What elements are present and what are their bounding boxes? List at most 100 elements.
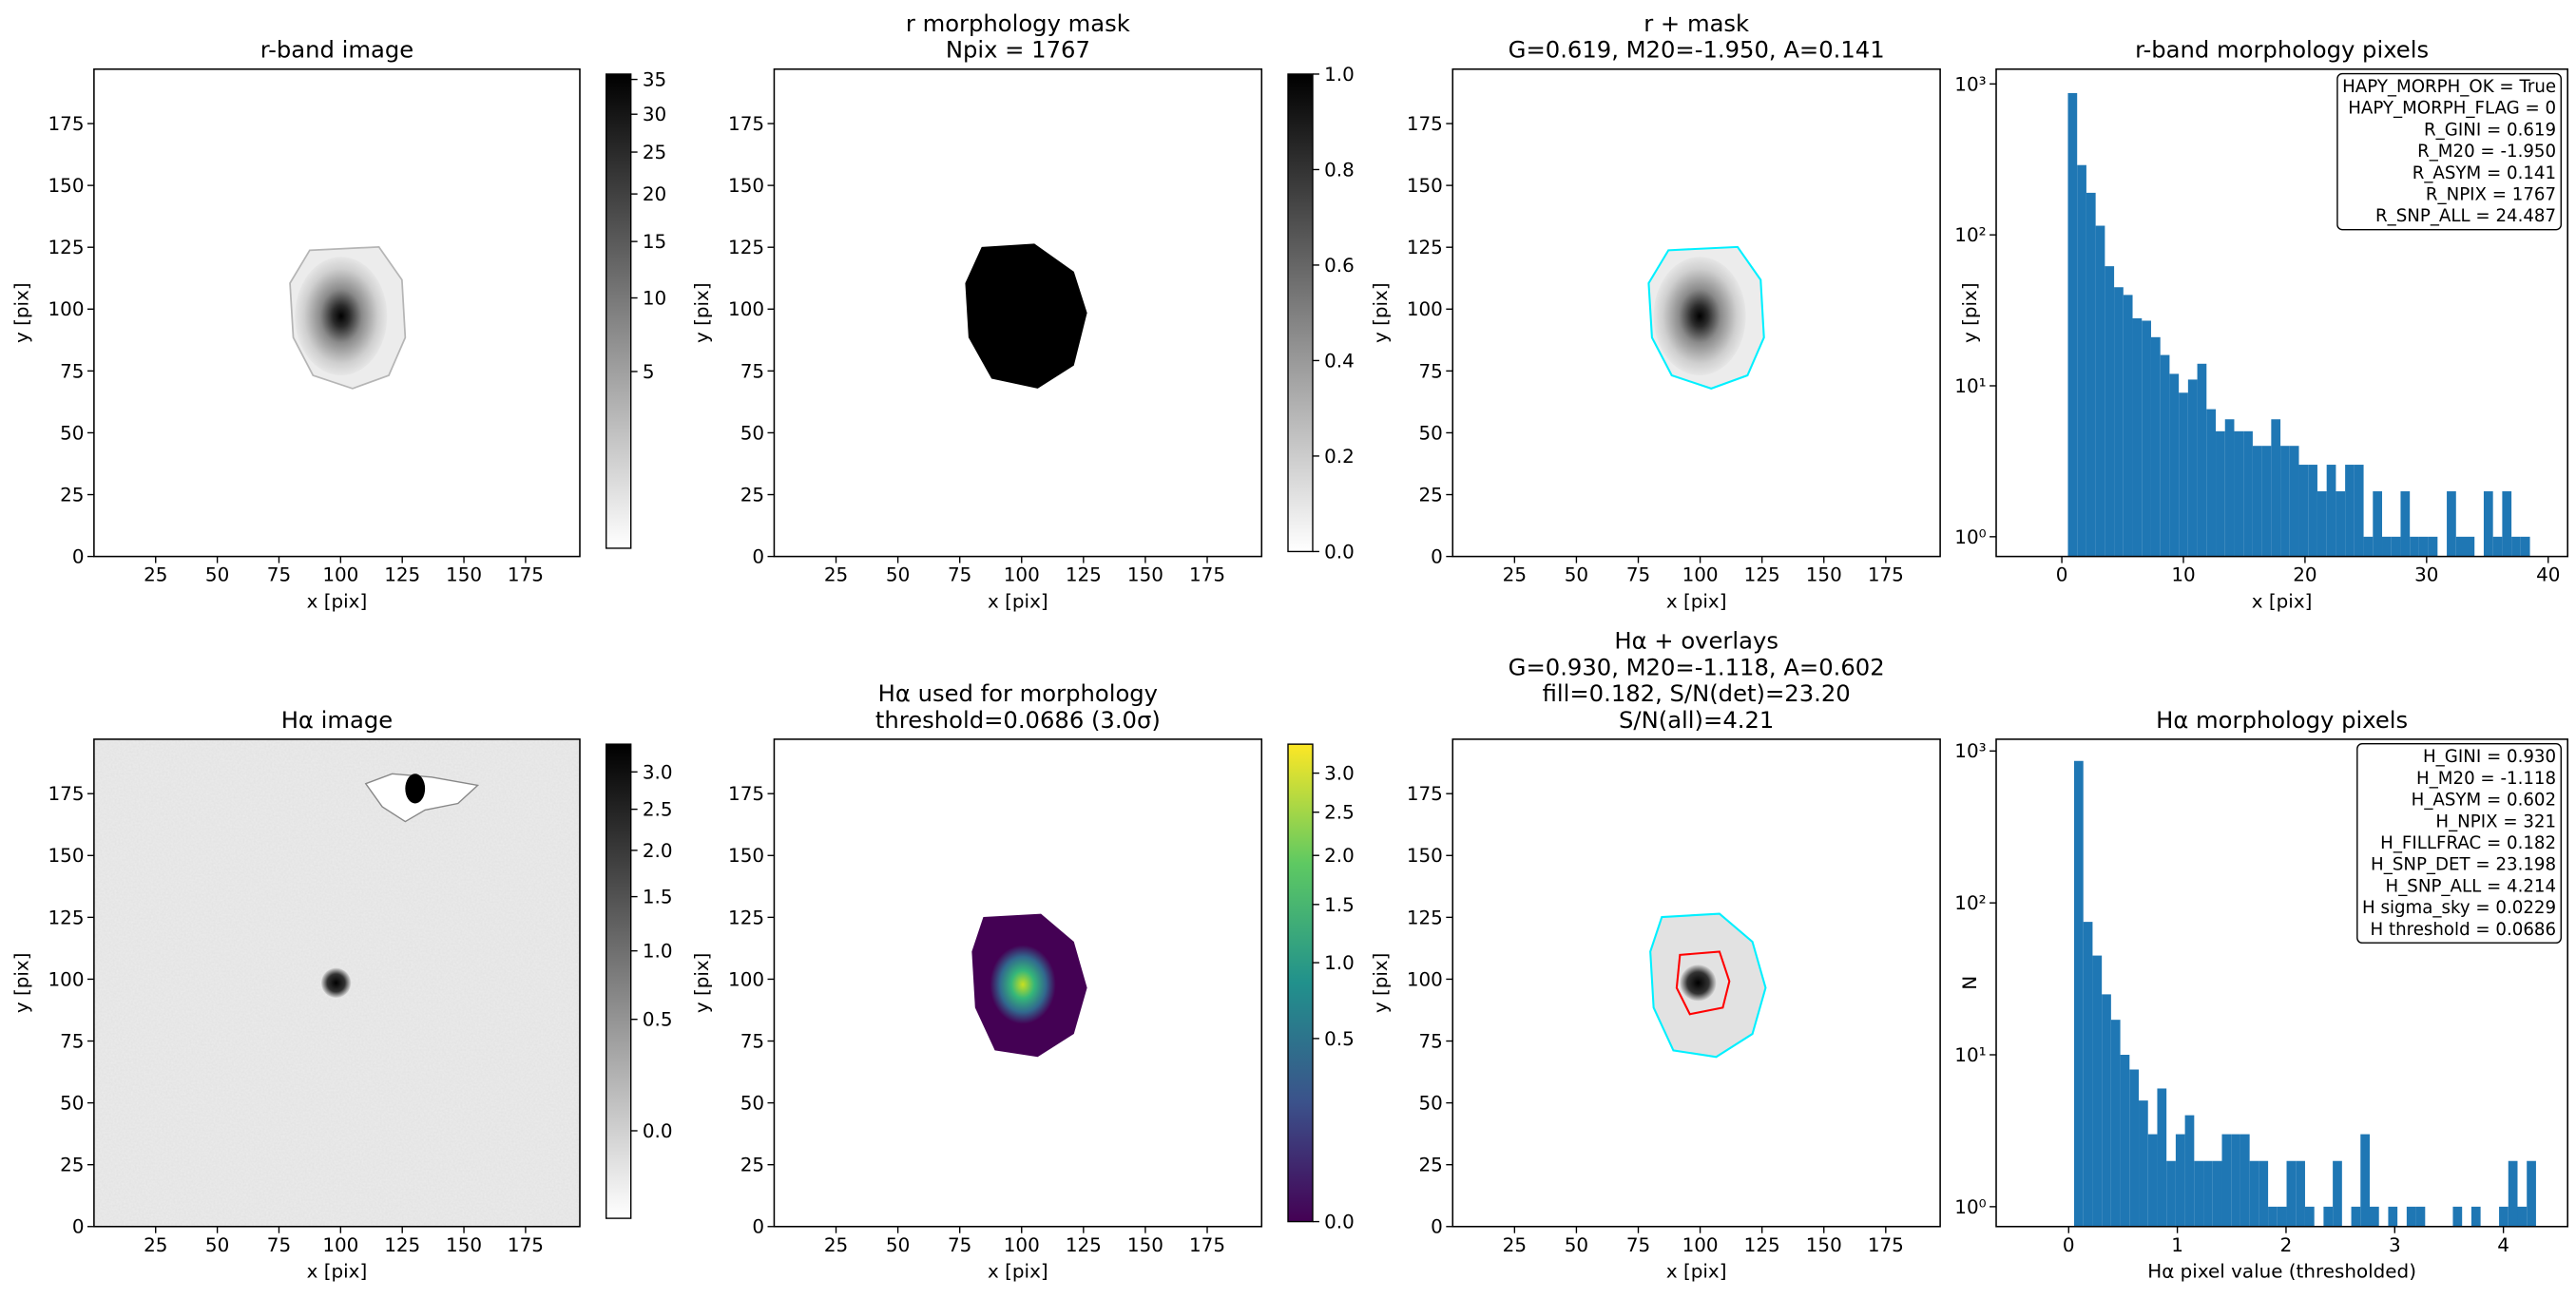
y-tick-label: 100	[48, 298, 84, 320]
axes-frame	[93, 738, 581, 1228]
y-tick-label: 125	[1407, 907, 1443, 928]
chart-title: G=0.930, M20=-1.118, A=0.602	[1509, 653, 1885, 680]
x-tick-label: 50	[1565, 1234, 1588, 1256]
bar	[2418, 536, 2429, 557]
y-tick-label: 175	[1407, 113, 1443, 135]
colorbar-tick-label: 1.0	[1324, 952, 1355, 974]
bar	[2499, 1206, 2509, 1227]
x-tick-label: 2	[2280, 1234, 2293, 1256]
axes-frame	[93, 67, 581, 558]
y-tick-label: 150	[1407, 175, 1443, 197]
bar	[2296, 1160, 2305, 1227]
x-tick-label: 30	[2414, 564, 2438, 586]
y-tick-label: 75	[60, 360, 84, 382]
bar	[2345, 465, 2355, 557]
axes-frame	[773, 67, 1263, 558]
colorbar	[1287, 73, 1314, 553]
x-tick-label: 175	[508, 1234, 544, 1256]
x-tick-label: 75	[1626, 1234, 1650, 1256]
bar	[2333, 1160, 2342, 1227]
x-tick-label: 0	[2056, 564, 2068, 586]
stats-text: R_ASYM = 0.141	[2413, 163, 2556, 183]
x-tick-label: 25	[1503, 1234, 1527, 1256]
bar	[2105, 266, 2115, 557]
y-tick-label: 75	[1419, 360, 1443, 382]
colorbar-tick-label: 0.2	[1324, 446, 1355, 468]
bar	[2520, 536, 2530, 557]
bar	[2221, 1134, 2232, 1227]
bar	[2224, 419, 2235, 557]
bar	[2206, 409, 2217, 557]
colorbar-tick-label: 3.0	[643, 761, 673, 783]
x-tick-label: 40	[2536, 564, 2560, 586]
bar	[2369, 1206, 2379, 1227]
x-tick-label: 175	[1868, 564, 1904, 586]
x-tick-label: 100	[1682, 1234, 1719, 1256]
colorbar-tick-label: 1.0	[643, 941, 673, 963]
r-mask-image	[965, 243, 1087, 389]
x-axis-label: x [pix]	[307, 590, 368, 612]
colorbar-tick-label: 2.5	[643, 799, 673, 821]
chart-title: r + mask	[1644, 10, 1749, 37]
colorbar-tick-label: 15	[643, 231, 666, 253]
x-tick-label: 4	[2497, 1234, 2509, 1256]
y-tick-label: 150	[48, 175, 84, 197]
bar	[2147, 1134, 2158, 1227]
chart-title: G=0.619, M20=-1.950, A=0.141	[1509, 36, 1885, 64]
bar	[2203, 1160, 2213, 1227]
y-tick-label: 0	[752, 1216, 764, 1238]
x-tick-label: 75	[948, 564, 971, 586]
r-plus-mask-image	[1647, 245, 1765, 390]
x-tick-label: 75	[948, 1234, 971, 1256]
stats-box-frame	[2336, 72, 2562, 231]
x-tick-label: 1	[2171, 1234, 2183, 1256]
colorbar	[606, 743, 632, 1219]
bar	[2382, 536, 2392, 557]
colorbar-tick-label: 0.0	[643, 1120, 673, 1142]
bar	[2316, 491, 2327, 557]
bar	[2166, 1160, 2176, 1227]
y-tick-label: 25	[740, 1155, 764, 1176]
y-tick-label: 10²	[1954, 224, 1986, 246]
bar	[2110, 1020, 2121, 1227]
bar	[2502, 491, 2512, 557]
bar	[2231, 1134, 2240, 1227]
x-tick-label: 3	[2389, 1234, 2401, 1256]
bar	[2280, 446, 2290, 557]
bar	[2179, 392, 2188, 557]
x-tick-label: 125	[1744, 564, 1780, 586]
x-axis-label: x [pix]	[988, 1260, 1048, 1282]
y-tick-label: 75	[740, 360, 764, 382]
x-tick-label: 0	[2063, 1234, 2075, 1256]
stats-text: H_ASYM = 0.602	[2412, 791, 2556, 811]
y-tick-label: 150	[1407, 845, 1443, 867]
x-axis-label: x [pix]	[2252, 590, 2313, 612]
bar	[2277, 1206, 2287, 1227]
axes-frame	[773, 738, 1263, 1228]
y-tick-label: 25	[1419, 1155, 1443, 1176]
stats-text: HAPY_MORPH_OK = True	[2342, 77, 2556, 97]
axes-frame	[1451, 67, 1941, 558]
y-axis-label: y [pix]	[11, 953, 33, 1014]
bar	[2410, 536, 2419, 557]
stats-text: H_GINI = 0.930	[2423, 747, 2556, 767]
x-tick-label: 150	[1127, 1234, 1163, 1256]
bar	[2132, 317, 2143, 557]
x-tick-label: 175	[508, 564, 544, 586]
x-tick-label: 75	[267, 1234, 291, 1256]
colorbar-tick-label: 0.4	[1324, 350, 1355, 372]
colorbar	[1287, 743, 1314, 1223]
bar	[2428, 536, 2438, 557]
y-tick-label: 10⁰	[1954, 1196, 1986, 1218]
bar	[2452, 1206, 2463, 1227]
y-tick-label: 10⁰	[1954, 526, 1986, 548]
axes-frame	[1995, 738, 2568, 1228]
bar	[2243, 430, 2253, 557]
chart-title: S/N(all)=4.21	[1619, 706, 1774, 734]
bar	[2400, 491, 2411, 557]
y-axis-label: N	[1959, 976, 1981, 990]
colorbar-tick-label: 2.0	[643, 840, 673, 862]
stats-text: H_SNP_ALL = 4.214	[2386, 876, 2557, 896]
stats-text: R_GINI = 0.619	[2424, 120, 2556, 140]
bar	[2470, 1206, 2481, 1227]
